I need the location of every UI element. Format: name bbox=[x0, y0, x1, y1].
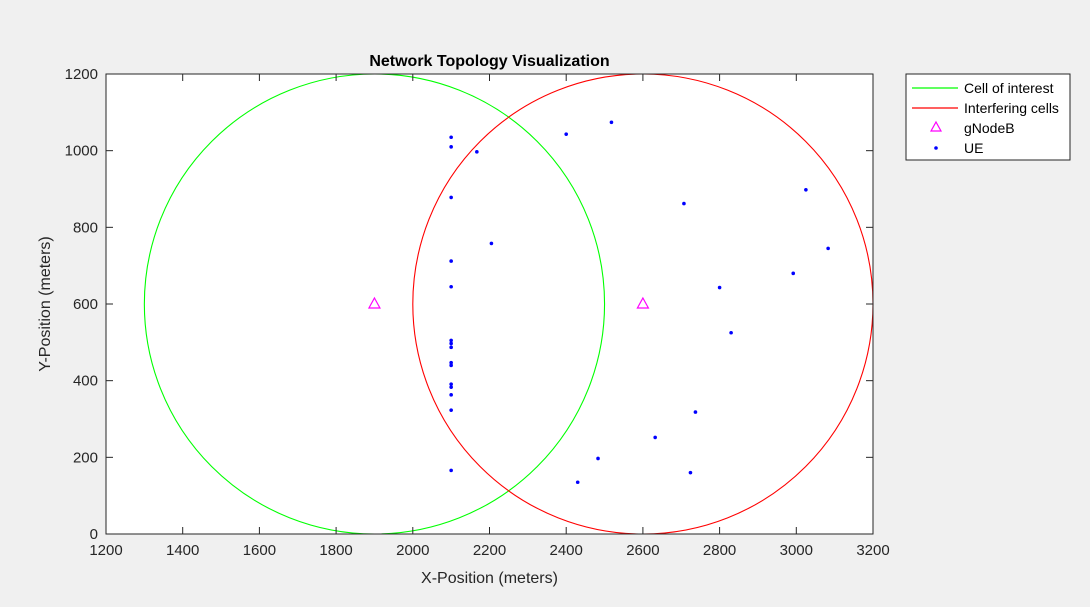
y-tick-label: 1200 bbox=[65, 66, 98, 83]
legend-item-cell-of-interest: Cell of interest bbox=[912, 80, 1054, 96]
ue-point bbox=[609, 120, 614, 125]
ue-point bbox=[596, 456, 600, 461]
ue-point bbox=[449, 468, 453, 473]
chart-title: Network Topology Visualization bbox=[369, 53, 609, 70]
gnodeb-marker bbox=[367, 296, 381, 309]
y-tick-label: 800 bbox=[73, 219, 98, 236]
x-tick-label: 2400 bbox=[550, 542, 583, 559]
x-tick-label: 1400 bbox=[166, 542, 199, 559]
x-tick-label: 3000 bbox=[780, 542, 813, 559]
gnodeb-markers bbox=[367, 296, 650, 309]
ue-point bbox=[449, 360, 453, 365]
ue-point bbox=[804, 187, 808, 192]
ue-point bbox=[717, 285, 722, 290]
x-tick-label: 1600 bbox=[243, 542, 276, 559]
ue-point bbox=[449, 145, 453, 149]
ue-point bbox=[575, 480, 580, 485]
ue-point bbox=[449, 341, 453, 346]
y-axis-ticks: 0 200 400 600 800 1000 1200 bbox=[65, 66, 873, 543]
legend-item-interfering-cells: Interfering cells bbox=[912, 100, 1059, 116]
legend-label-interfering-cells: Interfering cells bbox=[964, 100, 1059, 116]
ue-point bbox=[449, 338, 453, 343]
ue-point bbox=[449, 382, 453, 386]
ue-point bbox=[449, 135, 453, 140]
x-axis-label: X-Position (meters) bbox=[421, 570, 558, 587]
x-axis-ticks: 1200 1400 1600 1800 2000 2200 2400 2600 2800 3000… bbox=[89, 74, 890, 559]
ue-point bbox=[489, 241, 494, 246]
ue-point bbox=[682, 201, 686, 206]
ue-point bbox=[564, 132, 568, 136]
y-axis-label: Y-Position (meters) bbox=[37, 236, 54, 371]
ue-point bbox=[653, 435, 657, 440]
y-tick-label: 1000 bbox=[65, 143, 98, 160]
y-tick-label: 400 bbox=[73, 373, 98, 390]
legend: Cell of interest Interfering cells gNode… bbox=[905, 73, 1071, 161]
plot-area bbox=[106, 74, 873, 534]
x-tick-label: 3200 bbox=[856, 542, 889, 559]
ue-point bbox=[449, 385, 453, 389]
legend-label-gnodeb: gNodeB bbox=[964, 120, 1015, 136]
ue-point bbox=[688, 470, 693, 475]
ue-point bbox=[449, 393, 453, 397]
x-tick-label: 1200 bbox=[89, 542, 122, 559]
legend-item-gnodeb: gNodeB bbox=[929, 120, 1015, 136]
gnodeb-marker bbox=[636, 296, 650, 309]
ue-point bbox=[449, 259, 453, 263]
ue-markers bbox=[449, 120, 830, 485]
legend-triangle-icon bbox=[929, 120, 943, 132]
y-tick-label: 200 bbox=[73, 449, 98, 466]
ue-point bbox=[791, 271, 796, 276]
legend-label-cell-of-interest: Cell of interest bbox=[964, 80, 1054, 96]
ue-point bbox=[449, 408, 453, 412]
ue-point bbox=[449, 345, 453, 350]
ue-point bbox=[449, 284, 453, 289]
ue-point bbox=[693, 410, 698, 414]
x-tick-label: 2800 bbox=[703, 542, 736, 559]
x-tick-label: 2200 bbox=[473, 542, 506, 559]
y-tick-label: 600 bbox=[73, 296, 98, 313]
legend-dot-icon bbox=[934, 146, 938, 150]
ue-point bbox=[826, 246, 830, 251]
ue-point bbox=[729, 330, 733, 335]
x-tick-label: 2600 bbox=[626, 542, 659, 559]
ue-point bbox=[475, 150, 479, 154]
legend-label-ue: UE bbox=[964, 140, 983, 156]
legend-item-ue: UE bbox=[934, 140, 983, 156]
x-tick-label: 1800 bbox=[319, 542, 352, 559]
x-tick-label: 2000 bbox=[396, 542, 429, 559]
ue-point bbox=[449, 195, 453, 200]
ue-point bbox=[449, 363, 453, 368]
y-tick-label: 0 bbox=[90, 526, 98, 543]
